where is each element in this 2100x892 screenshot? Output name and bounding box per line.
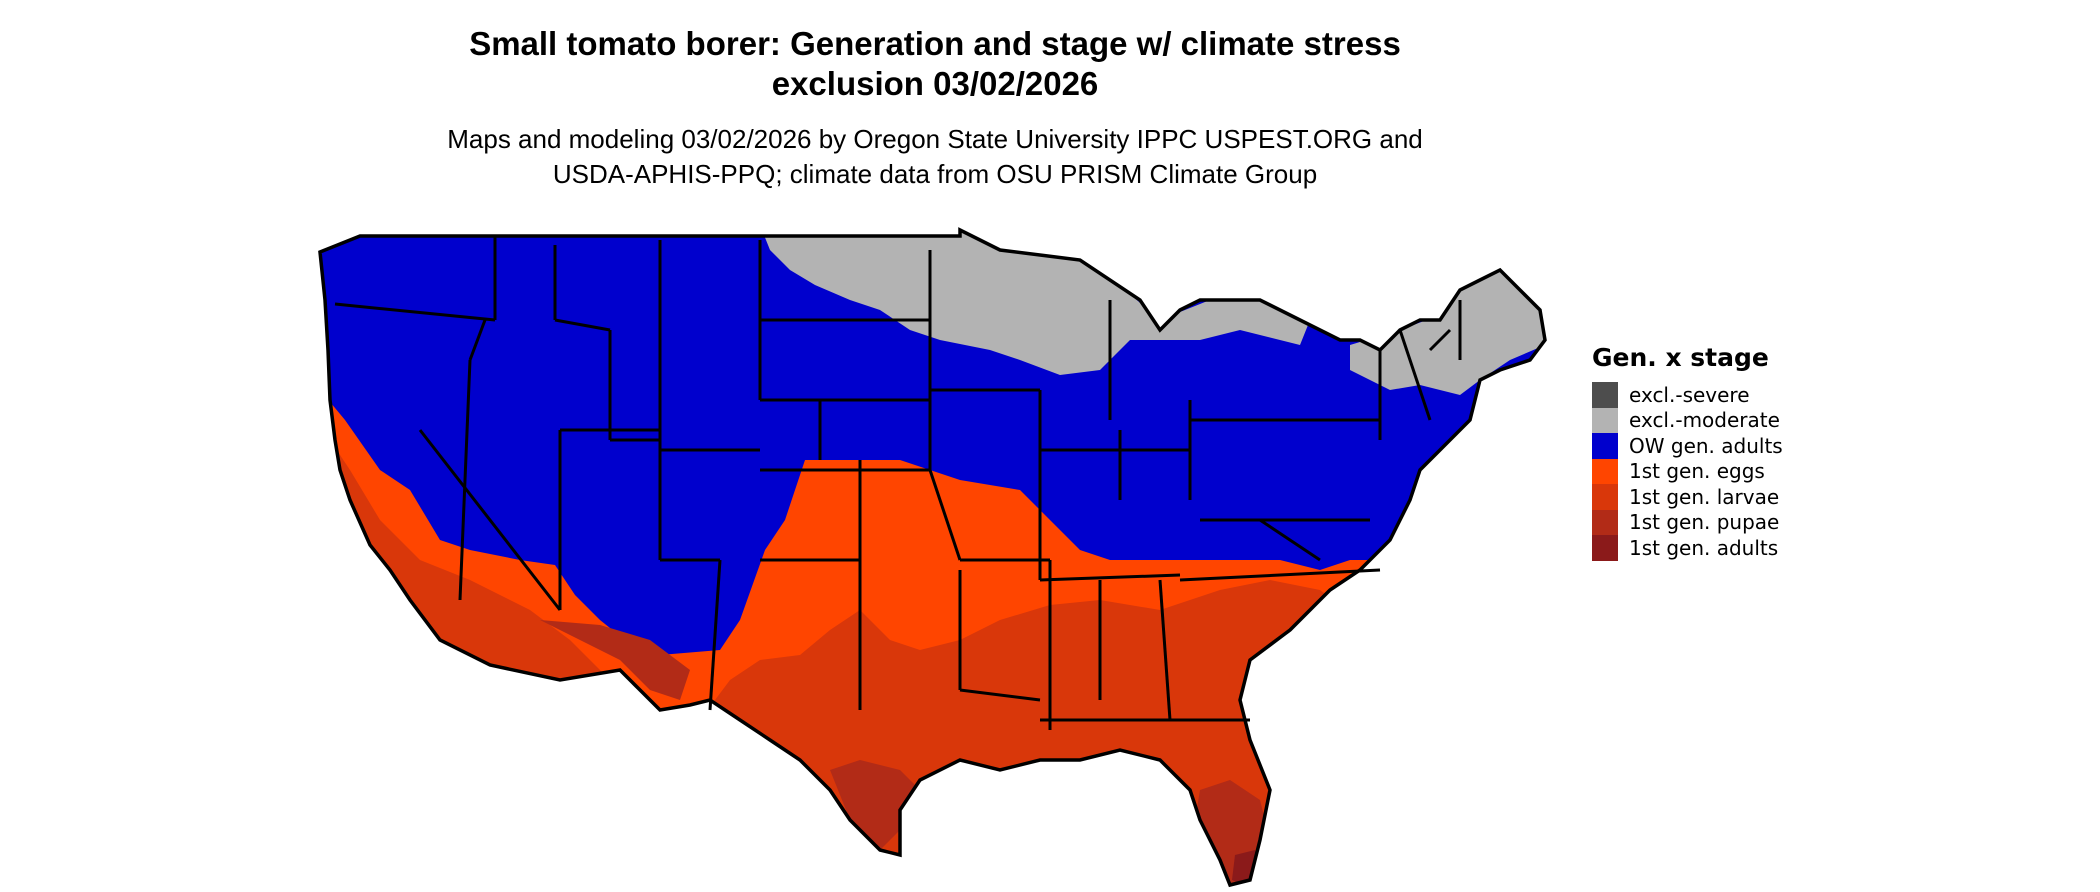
state-border: [1398, 329, 1432, 421]
title-line-2: exclusion 03/02/2026: [771, 65, 1099, 102]
legend-item: 1st gen. pupae: [1592, 509, 1783, 535]
state-border: [1158, 579, 1172, 721]
legend-item: 1st gen. larvae: [1592, 484, 1783, 510]
legend-swatch: [1592, 407, 1618, 433]
state-border: [959, 688, 1041, 702]
zone-pupae-texas-gulf: [830, 760, 920, 850]
us-outline: [318, 227, 1547, 888]
legend-swatch: [1592, 484, 1618, 510]
state-border: [458, 359, 472, 601]
zone-moderate-north: [760, 230, 1310, 375]
legend-item: excl.-severe: [1592, 382, 1783, 408]
legend-item: 1st gen. eggs: [1592, 458, 1783, 484]
map-title: Small tomato borer: Generation and stage…: [0, 24, 1870, 104]
phenology-regions: [320, 230, 1545, 885]
legend-title: Gen. x stage: [1592, 343, 1769, 372]
legend-label: excl.-moderate: [1629, 408, 1780, 433]
state-borders: [334, 236, 1462, 730]
zone-moderate-northeast: [1350, 262, 1545, 395]
legend-label: 1st gen. larvae: [1629, 484, 1780, 509]
title-line-1: Small tomato borer: Generation and stage…: [469, 25, 1401, 62]
state-border: [1259, 518, 1321, 562]
state-border: [1039, 573, 1181, 582]
map-subtitle: Maps and modeling 03/02/2026 by Oregon S…: [0, 122, 1870, 192]
legend-swatch: [1592, 433, 1618, 459]
legend-label: OW gen. adults: [1629, 433, 1783, 458]
subtitle-line-1: Maps and modeling 03/02/2026 by Oregon S…: [447, 124, 1423, 154]
legend-label: 1st gen. pupae: [1629, 510, 1780, 535]
legend-swatch: [1592, 535, 1618, 561]
state-border: [928, 469, 962, 561]
state-border: [554, 318, 611, 332]
legend-item: OW gen. adults: [1592, 433, 1783, 459]
state-border: [468, 319, 487, 361]
state-border: [1179, 568, 1381, 582]
legend-label: 1st gen. eggs: [1629, 459, 1765, 484]
legend-label: 1st gen. adults: [1629, 535, 1779, 560]
legend-swatch: [1592, 458, 1618, 484]
state-border: [708, 559, 722, 711]
zone-pupae-arizona: [540, 620, 690, 700]
legend-items: excl.-severe excl.-moderate OW gen. adults…: [1592, 382, 1783, 561]
state-border: [334, 302, 496, 322]
legend-label: excl.-severe: [1629, 382, 1750, 407]
legend-swatch: [1592, 382, 1618, 408]
legend-item: excl.-moderate: [1592, 407, 1783, 433]
zone-larvae-southeast: [1000, 580, 1360, 885]
legend-swatch: [1592, 509, 1618, 535]
state-border: [418, 429, 562, 611]
state-border: [1428, 328, 1452, 352]
map-legend: Gen. x stage excl.-severe excl.-moderate O…: [1592, 340, 1783, 561]
subtitle-line-2: USDA-APHIS-PPQ; climate data from OSU PR…: [552, 159, 1318, 189]
legend-item: 1st gen. adults: [1592, 535, 1783, 561]
